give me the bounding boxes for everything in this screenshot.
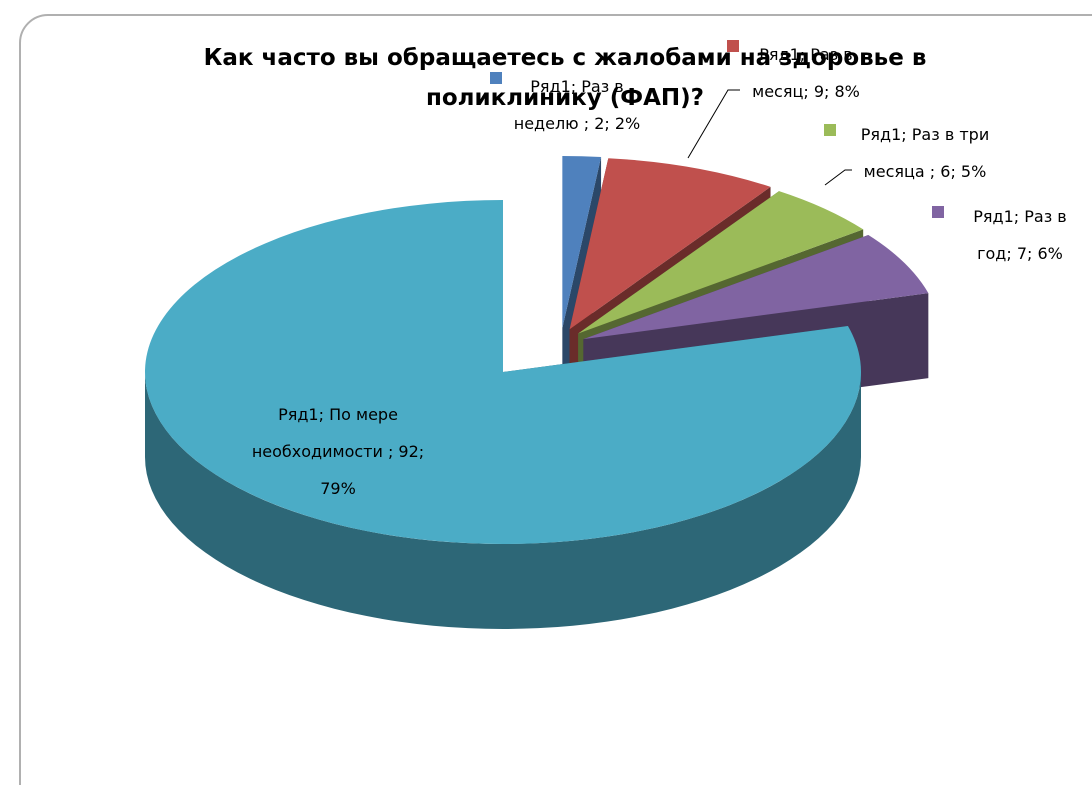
legend-key	[226, 406, 238, 418]
data-label: Ряд1; По мере необходимости ; 92; 79%	[251, 405, 425, 498]
slice	[145, 200, 862, 629]
leader-lines	[687, 89, 852, 186]
leader-line	[687, 89, 740, 159]
legend-key	[824, 124, 836, 136]
chart-title: Как часто вы обращаетесь с жалобами на з…	[203, 45, 927, 111]
leader-line	[824, 169, 852, 186]
legend-key	[490, 72, 502, 84]
legend-key	[727, 40, 739, 52]
slice-top	[569, 158, 771, 330]
slice-side	[145, 372, 861, 629]
slice-top	[145, 200, 862, 544]
slice-top	[562, 156, 602, 329]
slice-top	[583, 235, 929, 340]
legend-key	[932, 206, 944, 218]
data-label: Ряд1; Раз в три месяца ; 6; 5%	[860, 125, 990, 181]
slice-top	[578, 191, 864, 334]
data-label: Ряд1; Раз в неделю ; 2; 2%	[513, 77, 641, 133]
data-label: Ряд1; Раз в год; 7; 6%	[973, 207, 1067, 263]
data-label: Ряд1; Раз в месяц; 9; 8%	[752, 45, 860, 101]
